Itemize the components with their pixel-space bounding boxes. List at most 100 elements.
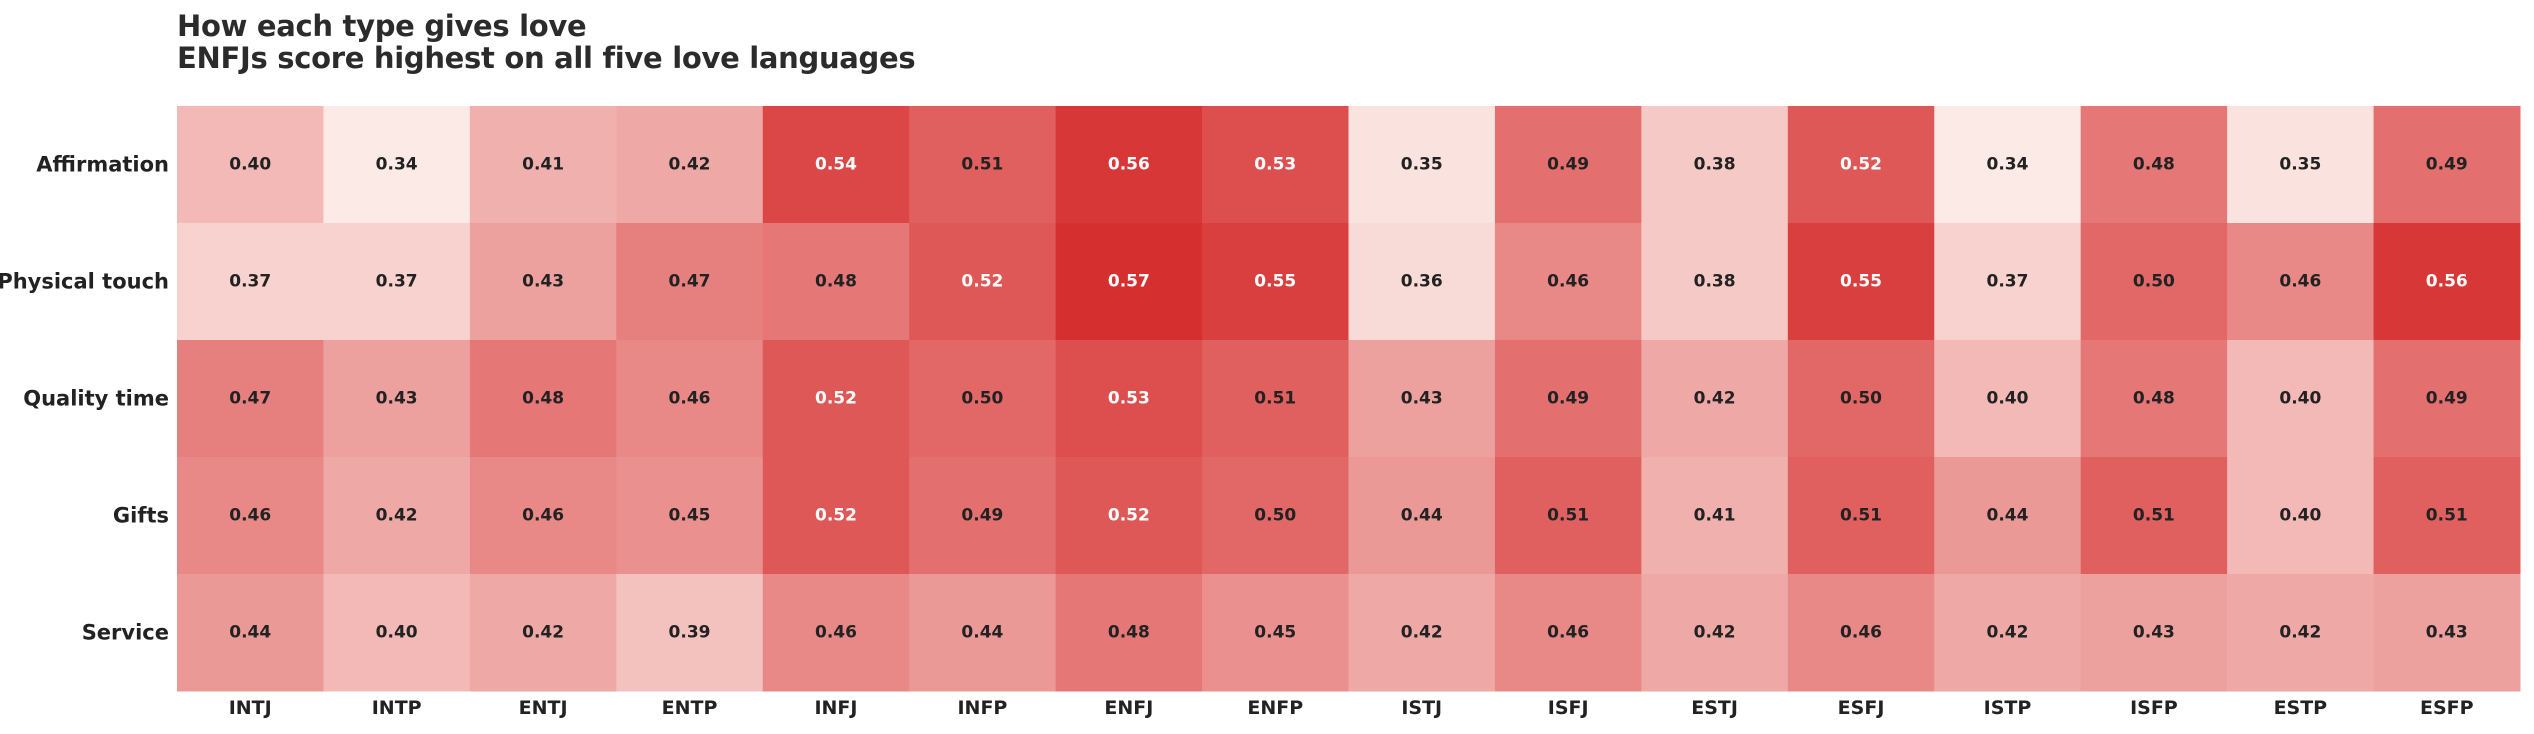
column-label-istp: ISTP [1984,697,2032,719]
cell-value-label: 0.50 [2133,272,2175,292]
cell-value-label: 0.46 [1840,623,1882,643]
cell-value-label: 0.45 [1254,623,1296,643]
cell-value-label: 0.43 [522,272,564,292]
cell-value-label: 0.48 [522,389,564,409]
heatmap-cell-physical-touch-isfp [2080,223,2228,341]
heatmap-cell-quality-time-infj [762,340,910,458]
heatmap-cell-physical-touch-enfj [1055,223,1203,341]
heatmap-cell-physical-touch-infp [909,223,1057,341]
cell-value-label: 0.42 [376,506,418,526]
column-label-esfp: ESFP [2420,697,2474,719]
cell-value-label: 0.40 [376,623,418,643]
cell-value-label: 0.46 [1547,623,1589,643]
cell-value-label: 0.35 [1401,155,1443,175]
heatmap-cell-gifts-intp [323,457,471,575]
heatmap-cell-affirmation-enfj [1055,106,1203,224]
cell-value-label: 0.42 [1694,623,1736,643]
heatmap-cell-physical-touch-enfp [1202,223,1349,341]
heatmap-cell-quality-time-enfj [1055,340,1203,458]
cell-value-label: 0.56 [1108,155,1150,175]
cell-value-label: 0.42 [1401,623,1443,643]
heatmap-cell-service-estj [1641,574,1789,692]
heatmap-cell-service-istp [1934,574,2082,692]
cell-value-label: 0.46 [522,506,564,526]
heatmap-cell-affirmation-isfp [2080,106,2228,224]
column-labels: INTJ INTP ENTJ ENTP INFJ INFP ENFJ ENFP ISTJ ISFJ… [229,697,2474,719]
column-label-entp: ENTP [662,697,718,719]
cell-value-label: 0.44 [1986,506,2028,526]
heatmap-cell-gifts-enfj [1055,457,1203,575]
column-label-istj: ISTJ [1401,697,1442,719]
heatmap-cell-quality-time-enfp [1202,340,1349,458]
row-label-quality-time: Quality time [23,387,169,411]
cell-value-label: 0.50 [1840,389,1882,409]
heatmap-cell-physical-touch-intp [323,223,471,341]
cell-value-label: 0.49 [1547,389,1589,409]
heatmap-cell-quality-time-infp [909,340,1057,458]
cell-value-label: 0.56 [2426,272,2468,292]
heatmap-cell-gifts-isfj [1494,457,1642,575]
heatmap-cell-gifts-estp [2227,457,2375,575]
cell-value-label: 0.37 [376,272,418,292]
heatmap-cells [177,106,2521,692]
heatmap-cell-service-entp [616,574,764,692]
cell-value-label: 0.41 [522,155,564,175]
heatmap-cell-physical-touch-isfj [1494,223,1642,341]
cell-value-label: 0.38 [1694,272,1736,292]
heatmap-cell-gifts-intj [177,457,324,575]
cell-value-label: 0.37 [229,272,271,292]
column-label-estj: ESTJ [1691,697,1738,719]
row-label-affirmation: Affirmation [36,153,169,177]
column-label-esfj: ESFJ [1838,697,1885,719]
cell-value-label: 0.51 [961,155,1003,175]
cell-value-label: 0.42 [1694,389,1736,409]
heatmap-cell-service-isfp [2080,574,2228,692]
cell-value-label: 0.52 [1840,155,1882,175]
cell-value-label: 0.43 [1401,389,1443,409]
cell-value-label: 0.42 [2279,623,2321,643]
cell-value-label: 0.46 [815,623,857,643]
chart-title: How each type gives love [177,9,587,43]
cell-value-label: 0.48 [2133,389,2175,409]
cell-value-label: 0.52 [815,506,857,526]
column-label-isfj: ISFJ [1548,697,1589,719]
heatmap-cell-gifts-esfj [1787,457,1935,575]
heatmap-cell-service-infj [762,574,910,692]
cell-value-label: 0.55 [1254,272,1296,292]
cell-value-label: 0.47 [229,389,271,409]
row-label-physical-touch: Physical touch [0,270,169,294]
cell-value-label: 0.38 [1694,155,1736,175]
heatmap-cell-quality-time-estp [2227,340,2375,458]
cell-value-label: 0.51 [1547,506,1589,526]
column-label-infj: INFJ [814,697,857,719]
heatmap-cell-service-intj [177,574,324,692]
cell-value-label: 0.48 [2133,155,2175,175]
cell-value-label: 0.37 [1986,272,2028,292]
row-label-service: Service [82,621,169,645]
heatmap-cell-quality-time-intj [177,340,324,458]
cell-value-label: 0.49 [1547,155,1589,175]
heatmap-cell-physical-touch-entp [616,223,764,341]
heatmap-cell-quality-time-entp [616,340,764,458]
column-label-enfp: ENFP [1247,697,1303,719]
cell-value-label: 0.52 [815,389,857,409]
heatmap-cell-affirmation-enfp [1202,106,1349,224]
heatmap-cell-quality-time-estj [1641,340,1789,458]
heatmap-cell-service-intp [323,574,471,692]
cell-value-label: 0.49 [2426,389,2468,409]
heatmap-cell-physical-touch-entj [469,223,617,341]
heatmap-cell-gifts-estj [1641,457,1789,575]
cell-value-label: 0.41 [1694,506,1736,526]
column-label-intp: INTP [372,697,422,719]
cell-value-label: 0.44 [229,623,271,643]
heatmap-cell-service-esfp [2373,574,2521,692]
column-label-intj: INTJ [229,697,272,719]
cell-value-label: 0.44 [1401,506,1443,526]
cell-value-label: 0.34 [1986,155,2028,175]
cell-value-label: 0.50 [961,389,1003,409]
cell-value-label: 0.51 [1840,506,1882,526]
cell-value-label: 0.35 [2279,155,2321,175]
heatmap-cell-physical-touch-estp [2227,223,2375,341]
cell-value-label: 0.34 [376,155,418,175]
